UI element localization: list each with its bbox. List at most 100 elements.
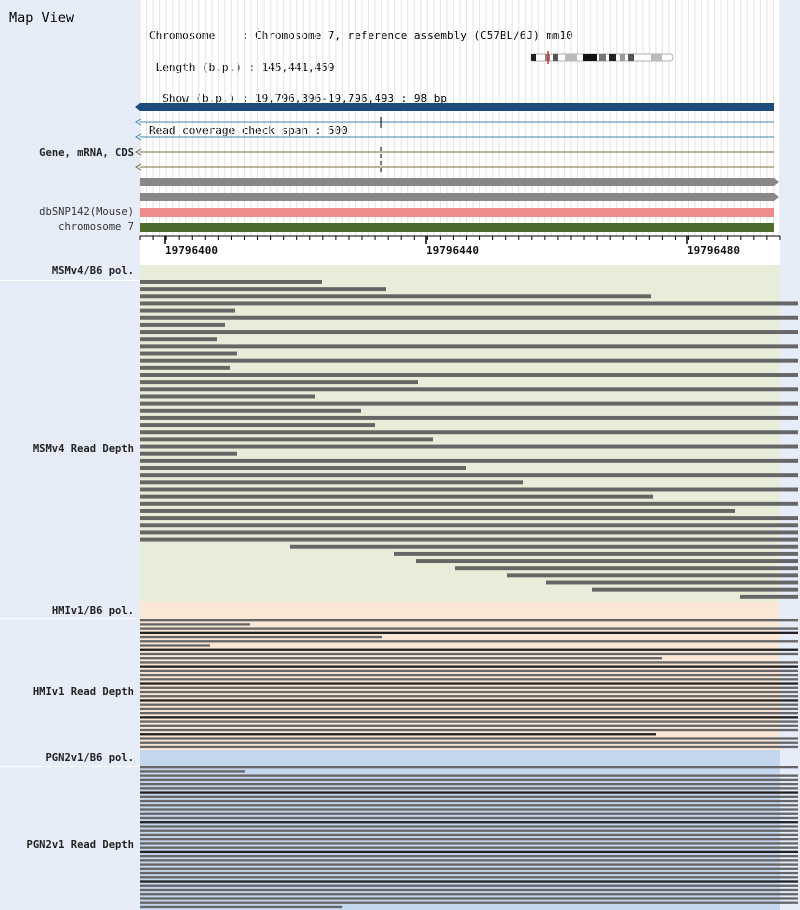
pgn-read xyxy=(140,884,798,887)
ideogram-band xyxy=(620,54,625,61)
label-column xyxy=(0,0,140,910)
hmi-read xyxy=(140,745,798,749)
ideogram-band xyxy=(583,54,597,61)
msm-read xyxy=(140,315,798,320)
pgn-read xyxy=(140,859,798,862)
msm-read xyxy=(140,473,798,478)
msm-read xyxy=(140,294,651,299)
hmi-read xyxy=(140,665,798,668)
msm-read xyxy=(455,566,798,571)
pgn-read xyxy=(140,808,798,811)
pgn-read xyxy=(140,766,798,769)
coverage-line: Read coverage check span : 500 xyxy=(149,123,348,137)
pgn-read xyxy=(140,816,798,820)
hmi-read xyxy=(140,733,656,736)
msm-read xyxy=(140,351,237,356)
msm-read xyxy=(140,365,230,370)
msm-read xyxy=(140,415,798,420)
msm-read xyxy=(140,280,322,284)
ideogram-band xyxy=(565,54,577,61)
chromosome-bar xyxy=(140,223,774,232)
hmi-read xyxy=(140,741,798,744)
hmi-read xyxy=(140,690,798,694)
hmi-read xyxy=(140,695,798,698)
msm-read xyxy=(592,587,798,592)
pgn-read xyxy=(140,829,798,832)
pgn-read xyxy=(140,838,798,841)
hmi-pol-label: HMIv1/B6 pol. xyxy=(51,605,134,617)
strand-arrow xyxy=(135,118,142,126)
hmi-read xyxy=(140,669,798,673)
pgn-read xyxy=(140,888,798,892)
cds-arrow xyxy=(774,178,779,186)
msm-pol-label: MSMv4/B6 pol. xyxy=(51,265,134,277)
pgn-depth-label: PGN2v1 Read Depth xyxy=(26,839,134,851)
msm-read xyxy=(394,551,798,556)
pgn-read xyxy=(140,876,798,879)
pgn-read xyxy=(140,799,798,803)
msm-read xyxy=(416,559,798,564)
dbsnp-track-label: dbSNP142(Mouse) xyxy=(39,206,134,218)
msm-read xyxy=(140,458,798,463)
msm-read xyxy=(140,444,798,449)
map-view-title: Map View xyxy=(9,10,75,26)
ruler-label: 19796480 xyxy=(687,244,740,257)
pgn-read xyxy=(140,787,798,790)
pgn-read xyxy=(140,850,798,854)
pgn-read xyxy=(140,846,798,849)
separator xyxy=(0,280,140,281)
hmi-read xyxy=(140,703,798,706)
msm-read xyxy=(740,594,798,599)
pgn-read xyxy=(140,880,798,883)
hmi-read xyxy=(140,652,798,656)
msm-read xyxy=(140,494,653,499)
hmi-read xyxy=(140,724,798,727)
dbsnp-bar xyxy=(140,208,774,217)
pgn-read xyxy=(140,897,798,900)
pgn-pol-label: PGN2v1/B6 pol. xyxy=(45,752,134,764)
msm-read xyxy=(140,322,225,327)
msm-read xyxy=(140,301,798,306)
pgn-read xyxy=(140,825,798,828)
strand-arrow xyxy=(135,148,142,156)
msm-read xyxy=(140,451,237,456)
pgn-read xyxy=(140,770,245,773)
pgn-read xyxy=(140,812,798,815)
msm-read xyxy=(140,480,523,485)
msm-read xyxy=(546,580,798,585)
hmi-read xyxy=(140,661,798,664)
hmi-read xyxy=(140,711,798,715)
msm-read xyxy=(140,408,361,413)
pgn-read xyxy=(140,842,798,845)
pgn-read xyxy=(140,905,342,909)
hmi-read xyxy=(140,716,798,719)
msm-read xyxy=(140,423,375,428)
pgn-read xyxy=(140,863,798,866)
ruler-label: 19796440 xyxy=(426,244,479,257)
msm-read xyxy=(140,516,798,521)
chromosome-track-label: chromosome 7 xyxy=(58,221,134,233)
msm-read xyxy=(140,330,798,335)
hmi-read xyxy=(140,657,662,660)
msm-read xyxy=(140,430,798,435)
ideogram-band xyxy=(553,54,558,61)
hmi-read xyxy=(140,737,798,740)
msm-read xyxy=(140,537,798,542)
pgn-read xyxy=(140,778,798,782)
msm-read xyxy=(140,487,798,492)
hmi-read xyxy=(140,648,798,651)
msm-read xyxy=(140,394,315,399)
strand-arrow xyxy=(135,163,142,171)
msm-read xyxy=(140,373,798,377)
strand-arrow xyxy=(135,133,142,141)
msm-read xyxy=(140,358,798,363)
msm-read xyxy=(507,573,798,578)
pgn-read xyxy=(140,833,798,837)
hmi-read xyxy=(140,707,798,711)
pgn-read xyxy=(140,774,798,777)
msm-read xyxy=(140,401,798,406)
msm-read xyxy=(140,344,798,349)
pgn-read xyxy=(140,804,798,807)
hmi-read xyxy=(140,644,210,647)
